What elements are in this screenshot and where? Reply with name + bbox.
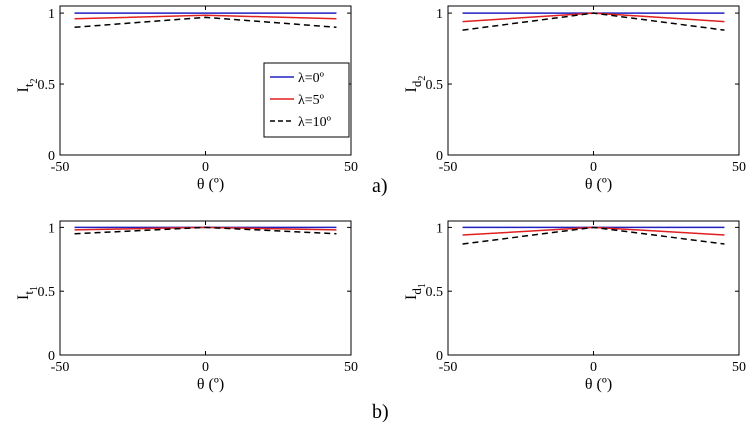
- legend-label-1: λ=0º: [298, 71, 325, 86]
- y-tick-label: 1: [48, 221, 55, 236]
- y-tick-label: 1: [436, 7, 443, 22]
- y-tick-label: 0: [48, 349, 55, 364]
- x-tick-label: 0: [590, 360, 597, 375]
- y-tick-label: 1: [48, 7, 55, 22]
- y-tick-label: 0: [436, 149, 443, 164]
- series-line-2: [74, 14, 337, 20]
- x-tick-label: 0: [590, 160, 597, 175]
- y-tick-label: 0: [48, 149, 55, 164]
- panel-tag-b: b): [372, 401, 389, 423]
- x-axis-label: θ (º): [585, 376, 612, 393]
- axes-frame: [447, 220, 740, 356]
- y-tick-label: 0: [436, 349, 443, 364]
- x-tick-label: -50: [439, 360, 458, 375]
- axes-frame: [447, 5, 740, 156]
- series-line-3: [74, 16, 337, 29]
- y-axis-label: Id2: [403, 76, 428, 93]
- x-tick-label: -50: [51, 360, 70, 375]
- x-tick-label: 50: [344, 360, 358, 375]
- y-tick-label: 0.5: [426, 78, 444, 93]
- x-axis-label: θ (º): [197, 376, 224, 393]
- x-tick-label: 0: [202, 360, 209, 375]
- series-line-2: [462, 226, 725, 236]
- x-tick-label: 50: [732, 360, 746, 375]
- y-tick-label: 0.5: [426, 285, 444, 300]
- y-tick-label: 0.5: [38, 78, 56, 93]
- x-tick-label: -50: [51, 160, 70, 175]
- axes-frame: [59, 220, 352, 356]
- x-tick-label: 50: [732, 160, 746, 175]
- legend-label-3: λ=10º: [298, 115, 332, 130]
- x-tick-label: -50: [439, 160, 458, 175]
- series-line-3: [462, 12, 725, 31]
- x-tick-label: 50: [344, 160, 358, 175]
- panel-tag-a: a): [372, 175, 388, 197]
- legend: λ=0º λ=5º λ=10º: [263, 62, 350, 138]
- y-axis-label: Id1: [403, 283, 428, 300]
- y-tick-label: 0.5: [38, 285, 56, 300]
- series-line-3: [74, 226, 337, 235]
- legend-label-2: λ=5º: [298, 93, 325, 108]
- y-axis-label: It2: [15, 79, 40, 93]
- x-tick-label: 0: [202, 160, 209, 175]
- series-line-3: [462, 226, 725, 245]
- series-line-2: [462, 12, 725, 23]
- y-tick-label: 1: [436, 221, 443, 236]
- y-axis-label: It1: [15, 286, 40, 300]
- legend-box: [263, 62, 350, 138]
- x-axis-label: θ (º): [197, 176, 224, 193]
- x-axis-label: θ (º): [585, 176, 612, 193]
